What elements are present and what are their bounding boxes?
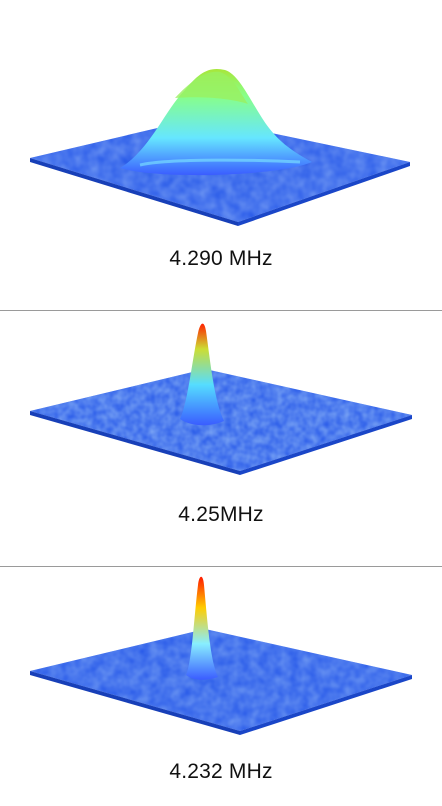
panel-divider — [0, 566, 442, 567]
frequency-label: 4.25MHz — [178, 503, 264, 526]
panel-divider — [0, 310, 442, 311]
density-surface-plot — [30, 323, 412, 475]
density-peak — [186, 576, 218, 680]
density-peak — [180, 323, 224, 426]
density-plot-panel-1: 4.290 MHz — [0, 0, 442, 310]
density-peak — [120, 68, 312, 176]
frequency-label: 4.290 MHz — [169, 247, 273, 270]
density-plot-panel-2: 4.25MHz — [0, 311, 442, 566]
frequency-label: 4.232 MHz — [169, 760, 273, 783]
density-surface-plot — [30, 68, 410, 226]
density-plot-panel-3: 4.232 MHz — [0, 567, 442, 806]
density-surface-plot — [30, 576, 412, 735]
